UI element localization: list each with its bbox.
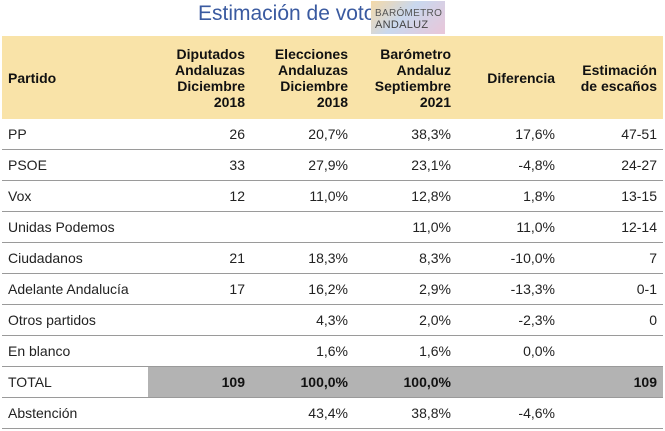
cell-elecciones-2018: 43,4% bbox=[251, 397, 354, 429]
table-row: Otros partidos 4,3% 2,0% -2,3% 0 bbox=[2, 304, 663, 336]
logo-line-1: BARÓMETRO bbox=[375, 8, 443, 19]
cell-diputados-2018: 33 bbox=[148, 149, 251, 181]
page-title: Estimación de voto bbox=[198, 2, 376, 25]
cell-diferencia: 0,0% bbox=[457, 335, 561, 367]
vote-estimate-table: Partido Diputados Andaluzas Diciembre 20… bbox=[2, 36, 663, 429]
cell-escanos: 7 bbox=[561, 242, 663, 274]
cell-party: Abstención bbox=[2, 397, 148, 429]
cell-elecciones-2018: 16,2% bbox=[251, 273, 354, 305]
cell-diferencia: 17,6% bbox=[457, 119, 561, 150]
cell-diputados-2018: 17 bbox=[148, 273, 251, 305]
table-row: Adelante Andalucía 17 16,2% 2,9% -13,3% 0-1 bbox=[2, 273, 663, 305]
cell-diferencia: -2,3% bbox=[457, 304, 561, 336]
table-row: Vox 12 11,0% 12,8% 1,8% 13-15 bbox=[2, 180, 663, 212]
header-diferencia: Diferencia bbox=[457, 36, 561, 119]
header-elecciones-2018: Elecciones Andaluzas Diciembre 2018 bbox=[251, 36, 354, 119]
cell-escanos bbox=[561, 335, 663, 367]
cell-elecciones-2018: 20,7% bbox=[251, 119, 354, 150]
cell-escanos bbox=[561, 397, 663, 429]
header-partido: Partido bbox=[2, 36, 148, 119]
cell-diferencia bbox=[457, 366, 561, 398]
cell-diferencia: -13,3% bbox=[457, 273, 561, 305]
cell-diputados-2018 bbox=[148, 335, 251, 367]
cell-escanos: 0 bbox=[561, 304, 663, 336]
cell-diferencia: 11,0% bbox=[457, 211, 561, 243]
table-row: Ciudadanos 21 18,3% 8,3% -10,0% 7 bbox=[2, 242, 663, 274]
cell-diferencia: -4,8% bbox=[457, 149, 561, 181]
cell-elecciones-2018: 18,3% bbox=[251, 242, 354, 274]
cell-diputados-2018 bbox=[148, 397, 251, 429]
cell-diputados-2018 bbox=[148, 304, 251, 336]
cell-elecciones-2018: 11,0% bbox=[251, 180, 354, 212]
table-row: En blanco 1,6% 1,6% 0,0% bbox=[2, 335, 663, 367]
header-barometro-2021: Barómetro Andaluz Septiembre 2021 bbox=[354, 36, 457, 119]
cell-escanos: 109 bbox=[561, 366, 663, 398]
table-row: Abstención 43,4% 38,8% -4,6% bbox=[2, 397, 663, 429]
cell-elecciones-2018: 4,3% bbox=[251, 304, 354, 336]
cell-diferencia: -10,0% bbox=[457, 242, 561, 274]
cell-party: PSOE bbox=[2, 149, 148, 181]
header-diputados-2018: Diputados Andaluzas Diciembre 2018 bbox=[148, 36, 251, 119]
cell-barometro-2021: 23,1% bbox=[354, 149, 457, 181]
table-row: PSOE 33 27,9% 23,1% -4,8% 24-27 bbox=[2, 149, 663, 181]
cell-escanos: 47-51 bbox=[561, 119, 663, 150]
cell-diputados-2018 bbox=[148, 211, 251, 243]
logo-line-2: ANDALUZ bbox=[375, 19, 429, 31]
cell-barometro-2021: 8,3% bbox=[354, 242, 457, 274]
cell-party: Vox bbox=[2, 180, 148, 212]
cell-escanos: 13-15 bbox=[561, 180, 663, 212]
cell-elecciones-2018: 1,6% bbox=[251, 335, 354, 367]
table-row: TOTAL 109 100,0% 100,0% 109 bbox=[2, 366, 663, 398]
table-row: PP 26 20,7% 38,3% 17,6% 47-51 bbox=[2, 119, 663, 150]
cell-party: Adelante Andalucía bbox=[2, 273, 148, 305]
table-header-row: Partido Diputados Andaluzas Diciembre 20… bbox=[2, 36, 663, 119]
header-escanos: Estimación de escaños bbox=[561, 36, 663, 119]
cell-diferencia: 1,8% bbox=[457, 180, 561, 212]
cell-barometro-2021: 12,8% bbox=[354, 180, 457, 212]
cell-barometro-2021: 11,0% bbox=[354, 211, 457, 243]
cell-diputados-2018: 12 bbox=[148, 180, 251, 212]
cell-barometro-2021: 38,8% bbox=[354, 397, 457, 429]
cell-barometro-2021: 1,6% bbox=[354, 335, 457, 367]
cell-party: Otros partidos bbox=[2, 304, 148, 336]
cell-diputados-2018: 109 bbox=[148, 366, 251, 398]
barometro-logo: BARÓMETRO ANDALUZ bbox=[371, 1, 445, 34]
cell-party: Unidas Podemos bbox=[2, 211, 148, 243]
cell-elecciones-2018: 100,0% bbox=[251, 366, 354, 398]
cell-elecciones-2018: 27,9% bbox=[251, 149, 354, 181]
cell-elecciones-2018 bbox=[251, 211, 354, 243]
cell-party: TOTAL bbox=[2, 366, 148, 398]
cell-party: En blanco bbox=[2, 335, 148, 367]
cell-escanos: 12-14 bbox=[561, 211, 663, 243]
cell-barometro-2021: 2,0% bbox=[354, 304, 457, 336]
table-row: Unidas Podemos 11,0% 11,0% 12-14 bbox=[2, 211, 663, 243]
cell-diputados-2018: 21 bbox=[148, 242, 251, 274]
cell-diputados-2018: 26 bbox=[148, 119, 251, 150]
cell-party: Ciudadanos bbox=[2, 242, 148, 274]
cell-barometro-2021: 38,3% bbox=[354, 119, 457, 150]
cell-escanos: 24-27 bbox=[561, 149, 663, 181]
title-bar: Estimación de voto BARÓMETRO ANDALUZ bbox=[0, 0, 665, 36]
cell-diferencia: -4,6% bbox=[457, 397, 561, 429]
cell-party: PP bbox=[2, 119, 148, 150]
cell-escanos: 0-1 bbox=[561, 273, 663, 305]
cell-barometro-2021: 2,9% bbox=[354, 273, 457, 305]
cell-barometro-2021: 100,0% bbox=[354, 366, 457, 398]
